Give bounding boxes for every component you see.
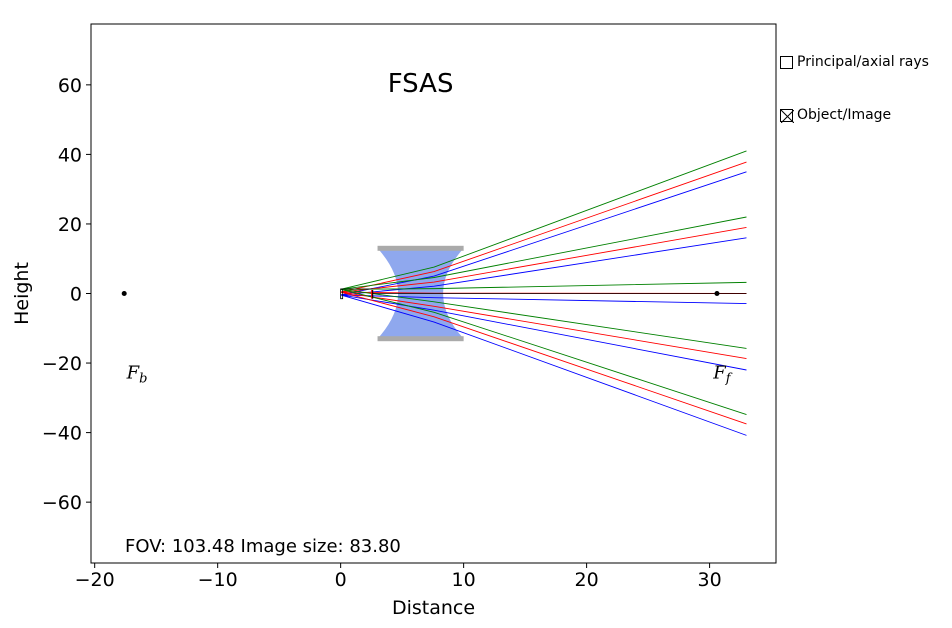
object-image-checkbox[interactable]: Object/Image bbox=[780, 107, 891, 123]
principal-axial-rays-checkbox[interactable]: Principal/axial rays bbox=[780, 54, 929, 70]
checkbox-unchecked-icon bbox=[780, 55, 793, 69]
y-tick-label: 60 bbox=[58, 75, 82, 97]
object-marker bbox=[340, 288, 344, 300]
x-tick-label: 10 bbox=[452, 569, 476, 591]
object-image-label: Object/Image bbox=[797, 107, 892, 123]
focal-point-f bbox=[714, 291, 720, 296]
principal-axial-rays-label: Principal/axial rays bbox=[797, 54, 929, 70]
y-axis-label: Height bbox=[11, 262, 33, 325]
y-tick-label: 20 bbox=[58, 214, 82, 236]
lens-bottom-edge bbox=[377, 336, 464, 342]
ray-14 bbox=[340, 294, 747, 436]
lens-top-edge bbox=[377, 245, 464, 251]
ray-13 bbox=[340, 291, 747, 425]
x-tick-label: −20 bbox=[75, 569, 115, 591]
ray-0 bbox=[340, 150, 747, 290]
y-tick-label: −20 bbox=[42, 353, 82, 375]
y-tick-label: 40 bbox=[58, 144, 82, 166]
focal-label-f: Ff bbox=[712, 363, 733, 387]
x-axis-label: Distance bbox=[392, 597, 475, 619]
focal-label-b: Fb bbox=[126, 363, 148, 387]
x-tick-label: 30 bbox=[697, 569, 721, 591]
x-tick-label: 0 bbox=[335, 569, 347, 591]
x-tick-label: −10 bbox=[198, 569, 238, 591]
x-tick-label: 20 bbox=[575, 569, 599, 591]
y-tick-label: −60 bbox=[42, 492, 82, 514]
y-tick-label: −40 bbox=[42, 423, 82, 445]
plot-title: FSAS bbox=[388, 69, 454, 99]
y-tick-label: 0 bbox=[70, 284, 82, 306]
fov-info-text: FOV: 103.48 Image size: 83.80 bbox=[125, 536, 401, 557]
focal-point-b bbox=[121, 291, 127, 296]
checkbox-checked-icon bbox=[780, 108, 794, 123]
ray-3 bbox=[340, 216, 747, 290]
